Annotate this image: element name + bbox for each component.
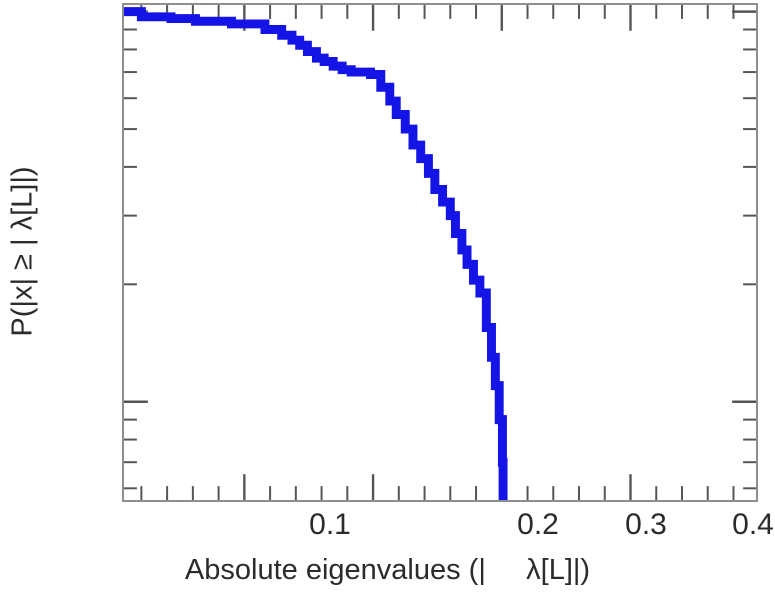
x-axis-title: Absolute eigenvalues (| λ[L]|): [184, 554, 591, 586]
plot-area: [122, 3, 758, 502]
x-tick-label-2: 0.3: [625, 508, 667, 541]
data-series-line: [124, 7, 508, 500]
y-axis-ticks-left: [124, 10, 148, 490]
y-axis-title-container: P(|x| ≥ | λ[L]|): [0, 0, 46, 502]
x-tick-label-3: 0.4: [732, 508, 774, 541]
plot-canvas: [124, 5, 756, 500]
x-axis-ticks-bottom: [140, 474, 735, 500]
y-axis-title: P(|x| ≥ | λ[L]|): [6, 165, 39, 337]
x-tick-label-1: 0.2: [517, 508, 559, 541]
x-tick-label-0: 0.1: [309, 508, 351, 541]
y-axis-ticks-right: [732, 10, 756, 490]
